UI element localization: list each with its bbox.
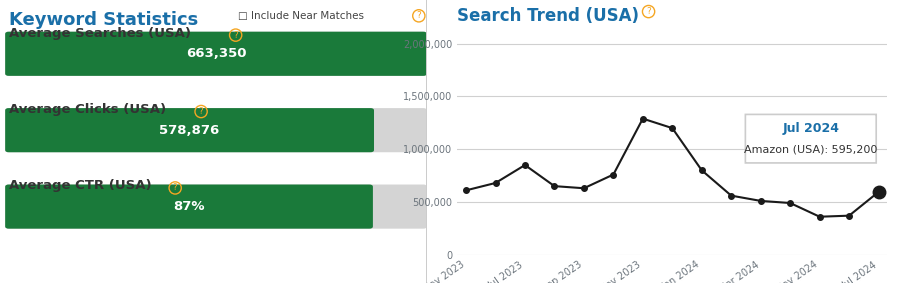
Text: ?: ? bbox=[646, 7, 651, 16]
Text: 87%: 87% bbox=[174, 200, 205, 213]
FancyBboxPatch shape bbox=[745, 114, 877, 163]
FancyBboxPatch shape bbox=[5, 185, 373, 229]
Text: Average Clicks (USA): Average Clicks (USA) bbox=[9, 103, 166, 116]
Bar bbox=[426, 0, 427, 283]
Text: Keyword Statistics: Keyword Statistics bbox=[9, 11, 198, 29]
Text: Amazon (USA): 595,200: Amazon (USA): 595,200 bbox=[744, 144, 878, 154]
FancyBboxPatch shape bbox=[5, 108, 427, 152]
FancyBboxPatch shape bbox=[5, 108, 374, 152]
Text: ?: ? bbox=[417, 11, 421, 20]
Text: Average Searches (USA): Average Searches (USA) bbox=[9, 27, 191, 40]
Text: 578,876: 578,876 bbox=[159, 124, 220, 137]
Text: ?: ? bbox=[199, 107, 203, 116]
Text: Average CTR (USA): Average CTR (USA) bbox=[9, 179, 151, 192]
Text: □ Include Near Matches: □ Include Near Matches bbox=[238, 11, 364, 21]
Text: ?: ? bbox=[173, 183, 177, 192]
FancyBboxPatch shape bbox=[5, 185, 427, 229]
Text: ?: ? bbox=[233, 31, 238, 40]
FancyBboxPatch shape bbox=[5, 32, 427, 76]
Text: Jul 2024: Jul 2024 bbox=[782, 123, 840, 136]
Text: 663,350: 663,350 bbox=[185, 47, 247, 60]
Text: Search Trend (USA): Search Trend (USA) bbox=[457, 7, 639, 25]
FancyBboxPatch shape bbox=[5, 32, 427, 76]
